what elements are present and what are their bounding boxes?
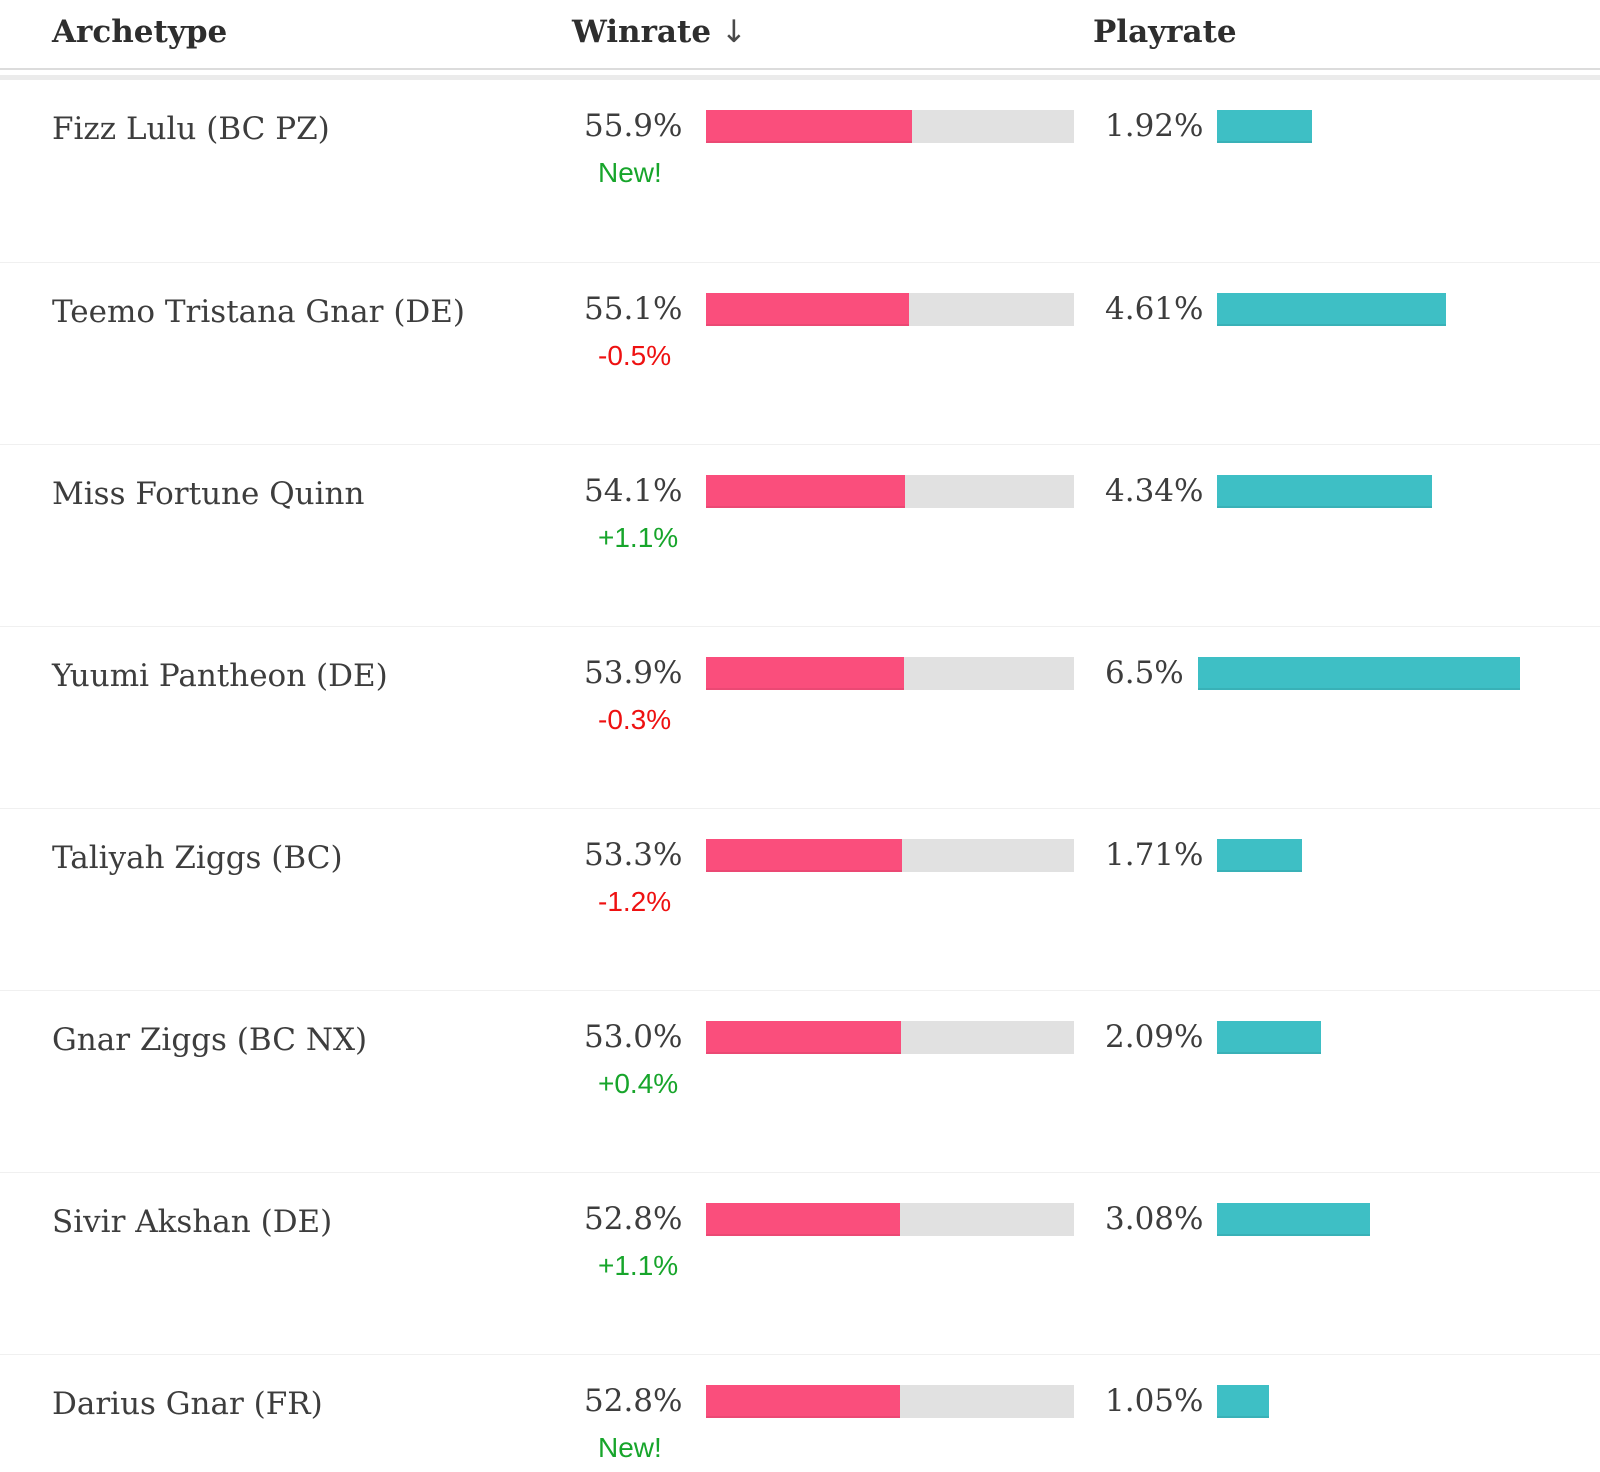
winrate-change-badge: +1.1% [598, 1250, 679, 1281]
playrate-bar [1217, 292, 1446, 326]
archetype-name[interactable]: Darius Gnar (FR) [52, 1386, 323, 1422]
playrate-bar [1217, 109, 1313, 143]
playrate-value: 4.61% [1105, 291, 1204, 327]
playrate-value: 6.5% [1105, 655, 1184, 691]
playrate-bar [1217, 1020, 1321, 1054]
archetype-name[interactable]: Miss Fortune Quinn [52, 476, 365, 512]
playrate-cell: 1.92% [1093, 109, 1600, 262]
playrate-value: 1.92% [1105, 108, 1204, 144]
winrate-change-badge: New! [598, 157, 662, 188]
table-body: Fizz Lulu (BC PZ) 55.9% New! 1.92% Teemo… [0, 80, 1600, 1472]
winrate-change-badge: -1.2% [598, 886, 672, 917]
winrate-cell: 52.8% +1.1% [572, 1202, 1093, 1354]
archetype-name[interactable]: Taliyah Ziggs (BC) [52, 840, 343, 876]
playrate-cell: 3.08% [1093, 1202, 1600, 1354]
table-row[interactable]: Yuumi Pantheon (DE) 53.9% -0.3% 6.5% [0, 626, 1600, 808]
column-header-playrate[interactable]: Playrate [1093, 14, 1600, 68]
winrate-value: 55.1% [584, 291, 683, 327]
winrate-change-badge: New! [598, 1432, 662, 1463]
playrate-bar [1217, 474, 1433, 508]
archetype-name[interactable]: Teemo Tristana Gnar (DE) [52, 294, 465, 330]
winrate-cell: 53.9% -0.3% [572, 656, 1093, 808]
playrate-cell: 4.61% [1093, 292, 1600, 444]
table-row[interactable]: Darius Gnar (FR) 52.8% New! 1.05% [0, 1354, 1600, 1472]
winrate-bar-track [706, 109, 1074, 143]
table-row[interactable]: Gnar Ziggs (BC NX) 53.0% +0.4% 2.09% [0, 990, 1600, 1172]
winrate-cell: 55.9% New! [572, 109, 1093, 262]
winrate-bar-fill [706, 109, 912, 143]
playrate-bar [1197, 656, 1520, 690]
table-row[interactable]: Sivir Akshan (DE) 52.8% +1.1% 3.08% [0, 1172, 1600, 1354]
winrate-bar-fill [706, 474, 906, 508]
playrate-cell: 4.34% [1093, 474, 1600, 626]
playrate-value: 3.08% [1105, 1201, 1204, 1237]
winrate-bar-fill [706, 292, 909, 326]
playrate-cell: 2.09% [1093, 1020, 1600, 1172]
winrate-bar-track [706, 1384, 1074, 1418]
winrate-value: 55.9% [584, 108, 683, 144]
winrate-bar-track [706, 1202, 1074, 1236]
winrate-value: 53.3% [584, 837, 683, 873]
winrate-header-label: Winrate [572, 14, 712, 50]
winrate-value: 53.0% [584, 1019, 683, 1055]
winrate-bar-track [706, 656, 1074, 690]
winrate-change-badge: +0.4% [598, 1068, 679, 1099]
table-row[interactable]: Teemo Tristana Gnar (DE) 55.1% -0.5% 4.6… [0, 262, 1600, 444]
winrate-bar-track [706, 838, 1074, 872]
winrate-value: 54.1% [584, 473, 683, 509]
playrate-bar [1217, 1384, 1270, 1418]
sort-descending-icon: ↓ [721, 14, 748, 50]
playrate-bar [1217, 1202, 1370, 1236]
winrate-bar-fill [706, 838, 903, 872]
winrate-bar-fill [706, 656, 905, 690]
playrate-cell: 1.05% [1093, 1384, 1600, 1472]
winrate-cell: 53.3% -1.2% [572, 838, 1093, 990]
playrate-bar [1217, 838, 1303, 872]
playrate-header-label: Playrate [1093, 14, 1237, 50]
winrate-cell: 53.0% +0.4% [572, 1020, 1093, 1172]
table-row[interactable]: Taliyah Ziggs (BC) 53.3% -1.2% 1.71% [0, 808, 1600, 990]
column-header-archetype[interactable]: Archetype [52, 14, 572, 68]
archetype-name[interactable]: Fizz Lulu (BC PZ) [52, 111, 330, 147]
playrate-value: 1.05% [1105, 1383, 1204, 1419]
playrate-value: 1.71% [1105, 837, 1204, 873]
winrate-bar-fill [706, 1202, 901, 1236]
column-header-winrate[interactable]: Winrate ↓ [572, 14, 1093, 68]
winrate-bar-track [706, 474, 1074, 508]
winrate-change-badge: -0.5% [598, 340, 672, 371]
winrate-change-badge: -0.3% [598, 704, 672, 735]
table-row[interactable]: Fizz Lulu (BC PZ) 55.9% New! 1.92% [0, 80, 1600, 262]
table-header-row: Archetype Winrate ↓ Playrate [0, 0, 1600, 70]
horizontal-scrollbar-track[interactable] [0, 75, 1600, 80]
winrate-cell: 54.1% +1.1% [572, 474, 1093, 626]
winrate-bar-track [706, 1020, 1074, 1054]
winrate-cell: 55.1% -0.5% [572, 292, 1093, 444]
table-row[interactable]: Miss Fortune Quinn 54.1% +1.1% 4.34% [0, 444, 1600, 626]
winrate-value: 53.9% [584, 655, 683, 691]
winrate-value: 52.8% [584, 1201, 683, 1237]
playrate-value: 2.09% [1105, 1019, 1204, 1055]
winrate-bar-fill [706, 1020, 901, 1054]
winrate-bar-fill [706, 1384, 901, 1418]
winrate-value: 52.8% [584, 1383, 683, 1419]
archetype-header-label: Archetype [52, 14, 228, 50]
playrate-value: 4.34% [1105, 473, 1204, 509]
winrate-cell: 52.8% New! [572, 1384, 1093, 1472]
winrate-bar-track [706, 292, 1074, 326]
winrate-change-badge: +1.1% [598, 522, 679, 553]
playrate-cell: 1.71% [1093, 838, 1600, 990]
archetype-name[interactable]: Gnar Ziggs (BC NX) [52, 1022, 368, 1058]
archetype-name[interactable]: Yuumi Pantheon (DE) [52, 658, 388, 694]
archetype-name[interactable]: Sivir Akshan (DE) [52, 1204, 333, 1240]
playrate-cell: 6.5% [1093, 656, 1600, 808]
